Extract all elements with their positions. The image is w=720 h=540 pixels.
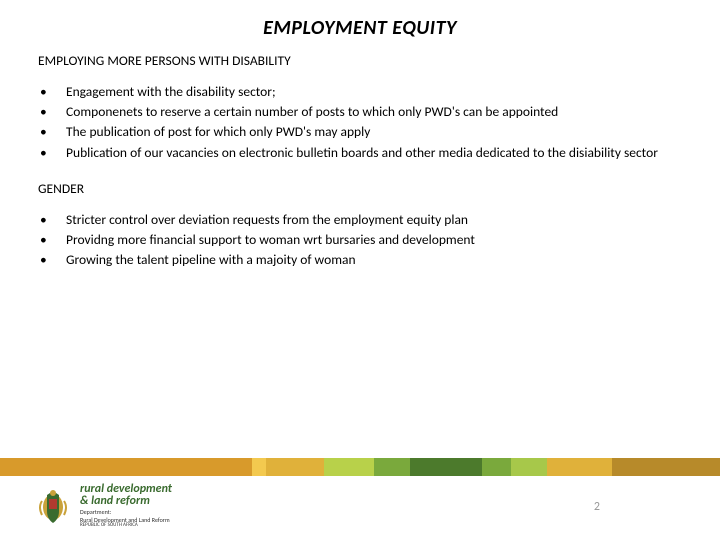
bullet-text: Providng more financial support to woman… [66,231,682,249]
bullet-text: Publication of our vacancies on electron… [66,144,682,162]
list-item: •Providng more financial support to woma… [38,231,682,249]
bullet-icon: • [38,251,66,269]
list-item: •The publication of post for which only … [38,123,682,141]
bullet-list-gender: •Stricter control over deviation request… [38,211,682,270]
bullet-text: The publication of post for which only P… [66,123,682,141]
bullet-icon: • [38,231,66,249]
bullet-list-disability: •Engagement with the disability sector; … [38,83,682,162]
footer-logo: rural development & land reform Departme… [36,483,172,528]
section-heading-disability: EMPLOYING MORE PERSONS WITH DISABILITY [38,52,682,69]
bullet-icon: • [38,144,66,162]
bullet-text: Stricter control over deviation requests… [66,211,682,229]
bullet-icon: • [38,103,66,121]
section-heading-gender: GENDER [38,180,682,197]
coat-of-arms-icon [36,485,70,527]
bullet-icon: • [38,123,66,141]
bullet-text: Componenets to reserve a certain number … [66,103,682,121]
logo-line-5: REPUBLIC OF SOUTH AFRICA [80,523,172,528]
slide-title: EMPLOYMENT EQUITY [0,0,720,40]
page-number: 2 [594,500,600,514]
bullet-icon: • [38,211,66,229]
list-item: •Componenets to reserve a certain number… [38,103,682,121]
slide-content: EMPLOYING MORE PERSONS WITH DISABILITY •… [0,40,720,270]
logo-text-block: rural development & land reform Departme… [80,483,172,528]
logo-line-3: Department: [80,509,172,515]
bullet-icon: • [38,83,66,101]
logo-line-2: & land reform [80,495,172,507]
list-item: •Growing the talent pipeline with a majo… [38,251,682,269]
bullet-text: Growing the talent pipeline with a majoi… [66,251,682,269]
decorative-stripe [0,458,720,476]
list-item: •Stricter control over deviation request… [38,211,682,229]
list-item: •Engagement with the disability sector; [38,83,682,101]
bullet-text: Engagement with the disability sector; [66,83,682,101]
list-item: •Publication of our vacancies on electro… [38,144,682,162]
